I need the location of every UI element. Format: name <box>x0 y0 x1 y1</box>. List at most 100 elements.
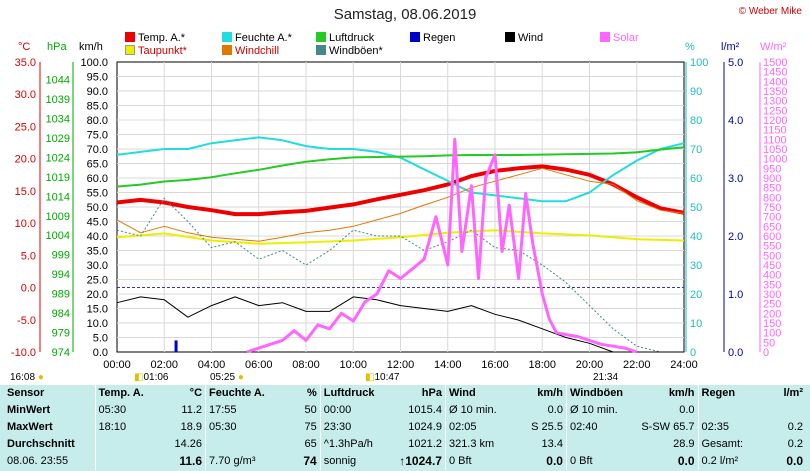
axis-tick-wind: 35.0 <box>87 246 108 258</box>
axis-tick-solar: 1400 <box>763 76 787 88</box>
credit-label: © Weber Mike <box>738 6 802 17</box>
stats-cell <box>205 436 276 453</box>
stats-cell: 17:55 <box>205 402 276 419</box>
legend-dewpoint-swatch <box>125 45 135 55</box>
stats-cell: 0.0 <box>786 454 803 468</box>
axis-title-rain: l/m² <box>721 41 740 53</box>
chart-axes: 35.0 30.0 25.0 20.0 15.0 10.0 5.0 0.0 -5.0 -10.0 1… <box>11 57 788 371</box>
stats-header-cell: °C <box>189 387 203 399</box>
axis-tick-press: 1029 <box>46 133 70 145</box>
axis-tick-press: 1009 <box>46 211 70 223</box>
axis-tick-rain: 1.0 <box>728 289 743 301</box>
stats-cell: 0.0 <box>546 454 563 468</box>
moon-rise-text: 01:06 <box>143 372 169 383</box>
stats-cell <box>565 436 633 453</box>
x-tick-label: 24:00 <box>670 359 698 371</box>
x-tick-label: 08:00 <box>292 359 320 371</box>
axis-tick-solar: 1200 <box>763 115 787 127</box>
stats-header-cell: km/h <box>668 387 695 399</box>
stats-cell: ^1.3hPa/h <box>319 436 391 453</box>
axis-title-humidity: % <box>685 41 695 53</box>
axis-tick-hum: 60 <box>690 173 702 185</box>
axis-tick-press: 994 <box>52 269 70 281</box>
axis-tick-hum: 80 <box>690 115 702 127</box>
stats-cell: 08.06. 23:55 <box>7 455 69 467</box>
x-tick-label: 02:00 <box>150 359 178 371</box>
moon-set-icon: ◧ <box>365 372 375 383</box>
axis-tick-temp: 20.0 <box>15 154 36 166</box>
sunrise-text: 05:25 <box>210 372 236 383</box>
stats-cell <box>762 402 806 419</box>
axis-tick-wind: 55.0 <box>87 188 108 200</box>
legend-wind-swatch <box>505 32 515 42</box>
stats-cell: 00:00 <box>319 402 391 419</box>
axis-title-wind: km/h <box>79 41 103 53</box>
stats-cell: 11.6 <box>179 454 203 468</box>
axis-tick-press: 999 <box>52 250 70 262</box>
axis-tick-solar: 350 <box>763 279 781 291</box>
axis-tick-wind: 95.0 <box>87 72 108 84</box>
axis-tick-press: 989 <box>52 289 70 301</box>
axis-tick-solar: 400 <box>763 270 781 282</box>
axis-tick-wind: 75.0 <box>87 130 108 142</box>
stats-header-cell: Wind <box>444 385 512 402</box>
series-line-solar <box>246 137 638 354</box>
stats-cell: 18:10 <box>94 419 161 436</box>
sunset: 21:34 <box>593 372 618 383</box>
axis-tick-wind: 100.0 <box>80 57 108 69</box>
legend-pressure-swatch <box>316 32 326 42</box>
stats-cell: 0.0 <box>547 404 563 416</box>
stats-header-cell: Temp. A. <box>94 385 161 402</box>
axis-tick-hum: 90 <box>690 86 702 98</box>
axis-tick-temp: 30.0 <box>15 89 36 101</box>
axis-tick-solar: 1100 <box>763 134 787 146</box>
axis-tick-temp: 5.0 <box>21 250 36 262</box>
axis-tick-press: 1039 <box>46 94 70 106</box>
legend-humidity: Feuchte A.* <box>222 32 292 45</box>
stats-cell: 0.0 <box>677 454 695 468</box>
stats-cell: 02:05 <box>444 419 512 436</box>
moon-set-text: 10:47 <box>374 372 400 383</box>
stats-cell: Ø 10 min. <box>565 402 633 419</box>
legend-windchill-swatch <box>222 45 232 55</box>
axis-tick-wind: 40.0 <box>87 231 108 243</box>
sun-left-time-text: 16:08 <box>10 372 36 383</box>
legend-temp-swatch <box>125 32 135 42</box>
axis-tick-solar: 550 <box>763 241 781 253</box>
axis-tick-rain: 0.0 <box>728 347 743 359</box>
axis-title-pressure: hPa <box>47 41 67 53</box>
stats-row-current: 08.06. 23:55 11.6 7.70 g/m³ 74 sonnig ↑1… <box>4 453 806 470</box>
legend-windchill-label: Windchill <box>235 45 280 57</box>
series-line-windböen <box>116 197 684 353</box>
stats-cell: 0 Bft <box>565 453 633 470</box>
legend-temp: Temp. A.* <box>125 32 185 45</box>
stats-cell: 05:30 <box>94 402 161 419</box>
legend-dewpoint-label: Taupunkt* <box>138 45 187 57</box>
stats-cell: MaxWert <box>7 421 53 433</box>
axis-tick-temp: -10.0 <box>11 347 36 359</box>
axis-tick-solar: 1300 <box>763 96 787 108</box>
axis-tick-hum: 10 <box>690 318 702 330</box>
series-line-feuchtea <box>116 136 685 203</box>
stats-header-cell: km/h <box>537 387 563 399</box>
stats-cell: 0.2 <box>787 421 803 433</box>
axis-tick-press: 1004 <box>46 230 70 242</box>
axis-tick-temp: 25.0 <box>15 121 36 133</box>
stats-cell: Ø 10 min. <box>444 402 512 419</box>
axis-title-solar: W/m² <box>760 41 787 53</box>
stats-header-row: Sensor Temp. A. °C Feuchte A. % Luftdruc… <box>4 385 806 402</box>
legend-humidity-swatch <box>222 32 232 42</box>
stats-cell <box>697 402 762 419</box>
stats-cell: 0.0 <box>679 404 695 416</box>
axis-tick-wind: 85.0 <box>87 101 108 113</box>
stats-cell: 1015.4 <box>408 404 442 416</box>
axis-tick-press: 1014 <box>46 191 70 203</box>
series-line-tempa <box>116 164 685 217</box>
axis-tick-solar: 200 <box>763 308 781 320</box>
legend-humidity-label: Feuchte A.* <box>235 32 292 44</box>
axis-tick-solar: 1050 <box>763 144 787 156</box>
x-tick-label: 12:00 <box>387 359 415 371</box>
axis-tick-solar: 700 <box>763 212 781 224</box>
stats-cell: 65 <box>304 438 317 450</box>
legend-gusts-label: Windböen* <box>329 45 383 57</box>
